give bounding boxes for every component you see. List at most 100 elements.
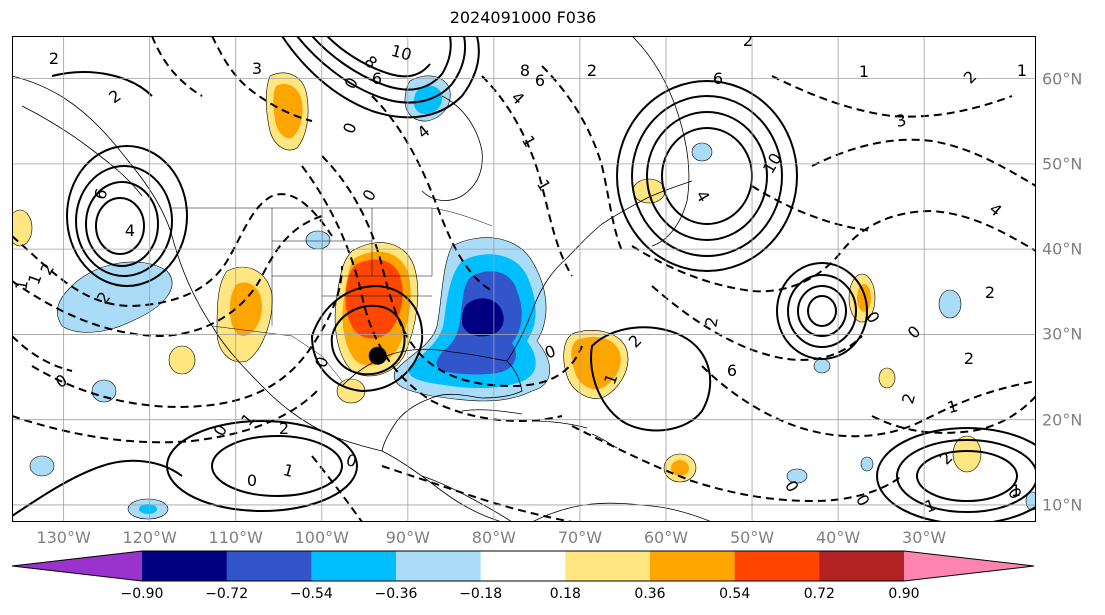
dashed-contour	[151, 36, 203, 97]
positive-anomaly-region-strong	[345, 259, 403, 339]
contour-label: 2	[701, 315, 721, 328]
solid-contour-high-northwest	[95, 197, 145, 255]
colorbar-extend-low	[12, 551, 142, 581]
solid-contour-high-northeast	[616, 80, 798, 272]
colorbar-tick-label: 0.90	[888, 586, 920, 602]
positive-anomaly-region-west-mid	[230, 282, 262, 336]
solid-contour	[296, 36, 467, 104]
dashed-contour	[631, 209, 1036, 293]
positive-anomaly-region-north-mid	[273, 83, 303, 139]
longitude-label: 30°W	[902, 528, 947, 547]
contour-label: 4	[125, 221, 135, 240]
solid-contour-high-southwest	[211, 435, 343, 497]
dashed-contour	[381, 465, 573, 522]
solid-contour-high-northwest	[66, 145, 188, 287]
coastline-south-america	[531, 502, 713, 522]
colorbar-segment	[396, 551, 482, 581]
border-us-mexico	[211, 325, 343, 382]
colorbar-tick-label: 0.72	[803, 586, 835, 602]
negative-anomaly-blob	[938, 289, 962, 319]
solid-contour	[330, 304, 406, 376]
contour-label: 1	[945, 396, 960, 417]
solid-contour	[310, 284, 424, 393]
map-border	[12, 36, 1036, 522]
coastline-hudson-bay	[421, 95, 483, 201]
solid-contour-high-southeast	[916, 450, 1018, 502]
contour-label: 0	[344, 450, 359, 471]
colorbar-segment	[142, 551, 228, 581]
solid-contour	[51, 71, 153, 97]
solid-contour-high-central-atlantic	[787, 274, 857, 348]
contour-label: 3	[894, 110, 907, 130]
negative-anomaly-blob	[305, 230, 331, 250]
contour-label: 6	[727, 361, 737, 380]
longitude-label: 70°W	[557, 528, 603, 547]
latitude-label: 40°N	[1042, 239, 1083, 259]
graticule-layer	[12, 36, 1036, 522]
colorbar-segment	[311, 551, 397, 581]
dashed-contour	[701, 365, 1036, 438]
contour-label: 1	[1017, 61, 1027, 80]
colorbar-tick-label: −0.18	[459, 586, 503, 602]
solid-contour-high-northeast	[631, 95, 783, 257]
map-title: 2024091000 F036	[449, 8, 597, 27]
positive-anomaly-region-atlantic-mid	[571, 336, 621, 390]
dashed-contour	[541, 65, 623, 252]
positive-anomaly-blob	[857, 284, 871, 312]
solid-contour-high-central-atlantic	[776, 262, 868, 360]
contour-label: 3	[252, 59, 262, 78]
contour-label: 6	[713, 69, 723, 88]
contour-label: 2	[898, 391, 919, 406]
dashed-contour	[771, 75, 1013, 118]
contour-label: 1	[859, 62, 869, 81]
solid-contour-high-northwest	[85, 181, 159, 267]
contour-label: 6	[535, 71, 545, 90]
colorbar-segment	[565, 551, 651, 581]
solid-contour-layer	[12, 36, 1036, 522]
solid-contour	[12, 459, 183, 517]
solid-contour-high-central-atlantic	[807, 295, 837, 327]
negative-anomaly-blob	[813, 358, 831, 374]
dashed-contour	[651, 285, 863, 361]
latitude-label: 20°N	[1042, 410, 1083, 430]
contour-label: 2	[587, 61, 597, 80]
contour-label: 1	[281, 460, 296, 481]
solid-contour-high-central-atlantic	[797, 285, 847, 337]
solid-contour	[281, 36, 480, 119]
storm-position-marker	[368, 346, 387, 365]
colorbar-outline	[11, 550, 1035, 582]
longitude-label: 130°W	[36, 528, 91, 547]
colorbar-tick-label: 0.36	[634, 586, 666, 602]
contour-label: 2	[279, 419, 289, 438]
colorbar	[11, 550, 1035, 582]
colorbar-extend-high	[904, 551, 1034, 581]
positive-anomaly-blob	[878, 367, 896, 389]
colorbar-segment	[819, 551, 905, 581]
coastline-greenland	[631, 36, 690, 247]
negative-anomaly-region-core	[462, 298, 504, 337]
positive-anomaly-blob	[952, 435, 982, 473]
negative-anomaly-blob	[786, 468, 808, 484]
dashed-contour	[871, 395, 1036, 434]
colorbar-segment	[734, 551, 820, 581]
negative-anomaly-blob	[691, 142, 713, 162]
contour-label: 10	[389, 41, 414, 65]
colorbar-segment	[650, 551, 736, 581]
dashed-contour	[811, 138, 1036, 187]
solid-contour-high-southwest	[166, 420, 358, 512]
dashed-contour	[311, 455, 363, 522]
negative-anomaly-region-pacific	[57, 261, 173, 333]
colorbar-segment	[480, 551, 566, 581]
map-plot: 10 8 6 3 2 2 6 4 1 6 4 2 1 2 8 6 4 0 1 0…	[12, 36, 1036, 522]
solid-contour-high-northeast	[646, 111, 768, 241]
longitude-label: 60°W	[643, 528, 689, 547]
latitude-label: 50°N	[1042, 154, 1083, 174]
negative-anomaly-blob	[860, 456, 874, 472]
negative-anomaly-blob	[139, 504, 157, 514]
solid-contour	[326, 36, 431, 78]
longitude-label: 80°W	[471, 528, 516, 547]
dashed-contour	[12, 335, 73, 372]
positive-anomaly-blob	[168, 345, 196, 375]
latitude-label: 60°N	[1042, 69, 1083, 89]
longitude-label: 50°W	[729, 528, 775, 547]
